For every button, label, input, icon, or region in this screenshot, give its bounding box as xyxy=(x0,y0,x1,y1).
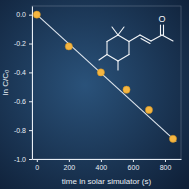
x-tick-label: 200 xyxy=(64,164,76,171)
bond xyxy=(117,61,118,70)
marks xyxy=(33,11,176,142)
plot-frame xyxy=(32,6,181,159)
x-tick: 600 xyxy=(128,159,140,171)
data-point xyxy=(65,43,72,50)
x-axis-line xyxy=(33,159,182,160)
y-axis-line xyxy=(32,7,33,160)
data-point xyxy=(169,135,176,142)
y-tick: -1.0 xyxy=(14,156,32,163)
data-point xyxy=(33,11,40,18)
bond xyxy=(107,55,118,62)
x-tick-mark xyxy=(69,159,70,162)
y-tick-mark xyxy=(29,72,32,73)
background xyxy=(0,0,189,189)
data-point xyxy=(145,106,152,113)
y-tick-label: 0.0 xyxy=(16,11,26,18)
bond xyxy=(106,42,107,55)
x-tick-mark xyxy=(133,159,134,162)
bond xyxy=(140,35,151,41)
x-tick-mark xyxy=(101,159,102,162)
bond xyxy=(129,35,140,42)
bond xyxy=(128,42,129,55)
x-tick: 400 xyxy=(96,159,108,171)
x-tick: 200 xyxy=(64,159,76,171)
y-tick: -0.6 xyxy=(14,98,32,105)
y-tick: -0.2 xyxy=(14,40,32,47)
bond xyxy=(118,27,124,35)
y-tick-label: -1.0 xyxy=(14,156,26,163)
x-axis: 0 200 400 600 800 xyxy=(33,159,182,171)
y-axis: 0.0 -0.2 -0.4 -0.6 -0.8 -1.0 xyxy=(14,7,33,163)
bond xyxy=(118,35,129,42)
bond xyxy=(160,25,161,35)
x-axis-title: time in solar simulator (s) xyxy=(62,177,152,186)
bond xyxy=(151,35,162,41)
y-tick-mark xyxy=(29,159,32,160)
y-tick: 0.0 xyxy=(16,11,32,18)
bond xyxy=(107,35,118,42)
x-tick-mark xyxy=(165,159,166,162)
x-tick-mark xyxy=(37,159,38,162)
bond xyxy=(162,35,173,41)
x-tick-label: 600 xyxy=(128,164,140,171)
atom-label: O xyxy=(158,14,165,24)
y-tick-mark xyxy=(29,44,32,45)
y-axis-title: ln C/C₀ xyxy=(1,70,10,96)
data-point xyxy=(97,69,104,76)
y-tick-label: -0.6 xyxy=(14,98,26,105)
y-tick-label: -0.2 xyxy=(14,40,26,47)
y-tick: -0.8 xyxy=(14,127,32,134)
bond xyxy=(141,39,150,44)
x-tick-label: 400 xyxy=(96,164,108,171)
chart: 0 200 400 600 800 0.0 -0.2 -0.4 -0.6 -0.8 -1.0 time… xyxy=(0,0,189,189)
data-point xyxy=(123,86,130,93)
x-tick-label: 800 xyxy=(160,164,172,171)
bond xyxy=(163,25,164,35)
y-tick-label: -0.4 xyxy=(14,69,26,76)
y-tick-mark xyxy=(29,130,32,131)
y-tick: -0.4 xyxy=(14,69,32,76)
structure xyxy=(99,25,173,70)
bond xyxy=(99,55,107,61)
x-tick-label: 0 xyxy=(35,164,39,171)
y-tick-mark xyxy=(29,15,32,16)
fit-line xyxy=(37,15,176,142)
bond xyxy=(118,55,129,62)
y-tick-label: -0.8 xyxy=(14,127,26,134)
x-tick: 0 xyxy=(35,159,39,171)
x-tick: 800 xyxy=(160,159,172,171)
bond xyxy=(112,27,118,35)
y-tick-mark xyxy=(29,101,32,102)
